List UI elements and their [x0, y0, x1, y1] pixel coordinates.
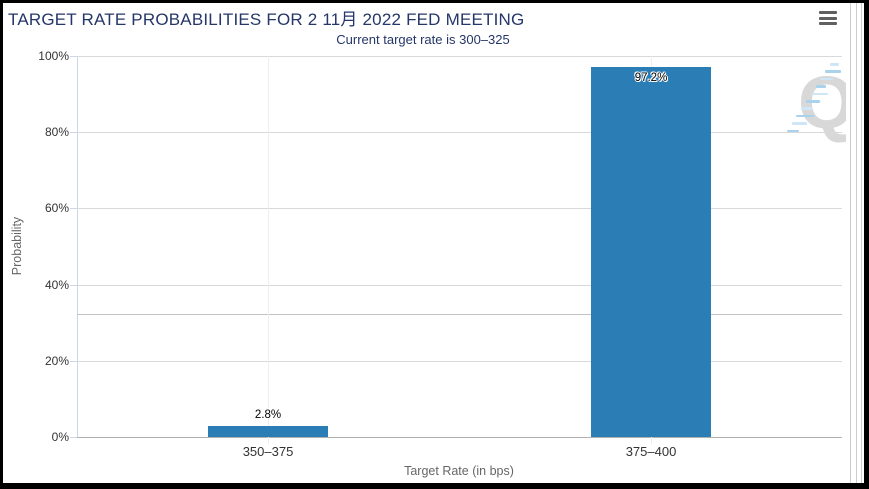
y-tick-label: 20% [44, 354, 69, 368]
y-axis-tick [70, 208, 77, 209]
vertical-scrollbar[interactable] [846, 3, 864, 483]
bar[interactable] [591, 67, 711, 437]
y-axis-title: Probability [10, 216, 24, 276]
chart-subtitle: Current target rate is 300–325 [336, 32, 510, 47]
scrollbar-line [856, 3, 857, 483]
x-tick-label: 350–375 [242, 444, 294, 459]
hamburger-menu-icon[interactable] [819, 11, 837, 27]
y-tick-label: 0% [51, 430, 69, 444]
chart-title: TARGET RATE PROBABILITIES FOR 2 11月 2022… [8, 10, 525, 29]
y-axis-tick [70, 437, 77, 438]
x-tick-label: 375–400 [625, 444, 677, 459]
y-tick-label: 40% [44, 278, 69, 292]
y-gridline [77, 132, 842, 133]
scrollbar-line [861, 3, 862, 483]
y-axis-line [77, 56, 78, 437]
y-tick-label: 100% [38, 49, 69, 63]
bar[interactable] [208, 426, 328, 437]
y-axis-tick [70, 56, 77, 57]
hamburger-bar [819, 22, 837, 25]
bar-value-label: 97.2% [634, 72, 668, 84]
y-gridline [77, 285, 842, 286]
category-gridline [268, 56, 269, 444]
bar-value-label: 2.8% [254, 409, 282, 421]
hamburger-bar [819, 16, 837, 20]
plot-area: 0% 20% 40% 60% 80% 100% 2.8% 350–375 97.2% 375–40… [38, 49, 842, 459]
x-axis-title: Target Rate (in bps) [404, 464, 514, 478]
hamburger-bar [819, 11, 837, 14]
y-gridline [77, 208, 842, 209]
y-tick-label: 80% [44, 125, 69, 139]
y-axis-tick [70, 361, 77, 362]
reference-line [77, 314, 842, 315]
y-gridline [77, 361, 842, 362]
y-axis-tick [70, 285, 77, 286]
scrollbar-line [850, 3, 851, 483]
x-axis-line [77, 437, 842, 438]
y-tick-label: 60% [44, 201, 69, 215]
y-axis-tick [70, 132, 77, 133]
y-gridline [77, 56, 842, 57]
